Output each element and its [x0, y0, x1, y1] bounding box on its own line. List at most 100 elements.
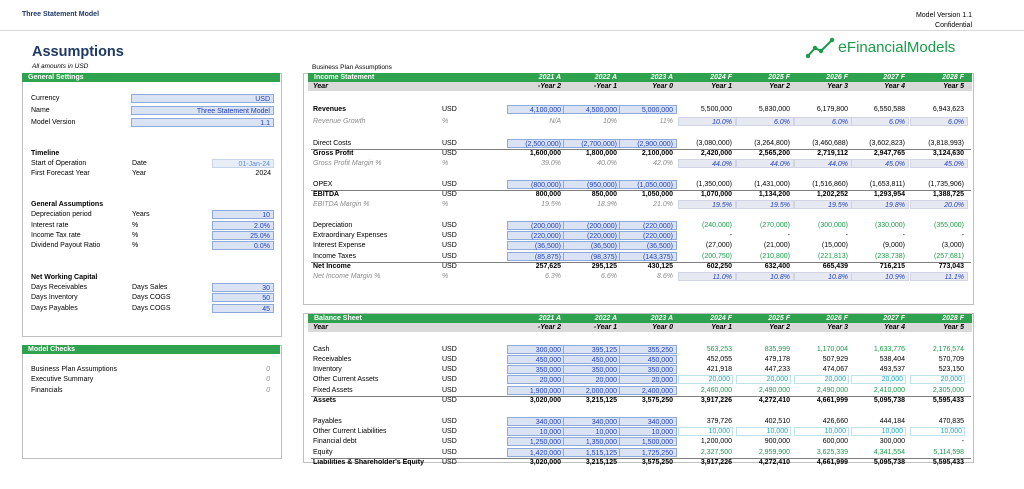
is-forecast-input[interactable]: 44.0% [794, 159, 852, 168]
bs-input-cell[interactable]: 350,000 [563, 365, 621, 374]
bs-input-cell[interactable]: 20,000 [507, 375, 565, 384]
days-payables-input[interactable]: 45 [212, 304, 274, 313]
bs-input-cell[interactable]: 1,420,000 [507, 448, 565, 457]
bs-input-cell[interactable]: 1,250,000 [507, 437, 565, 446]
is-forecast-input[interactable]: 45.0% [910, 159, 968, 168]
year-header: Year 2 [769, 324, 790, 331]
is-forecast-input[interactable]: 11.1% [910, 272, 968, 281]
is-row-unit: USD [442, 232, 457, 239]
is-input-cell[interactable]: (36,500) [507, 241, 565, 250]
is-input-cell[interactable]: (220,000) [563, 231, 621, 240]
is-cell: 5,500,000 [700, 106, 732, 113]
is-forecast-input[interactable]: 10.8% [736, 272, 794, 281]
bs-input-cell[interactable]: 340,000 [619, 417, 677, 426]
bs-input-cell[interactable]: 1,900,000 [507, 386, 565, 395]
bs-input-cell[interactable]: 450,000 [619, 355, 677, 364]
is-forecast-input[interactable]: 6.0% [910, 117, 968, 126]
bs-input-cell[interactable]: 355,250 [619, 345, 677, 354]
is-forecast-input[interactable]: 10.9% [851, 272, 909, 281]
bs-input-cell[interactable]: 350,000 [507, 365, 565, 374]
bs-input-cell[interactable]: 300,000 [507, 345, 565, 354]
bs-row-label: Financial debt [313, 438, 357, 445]
version-input[interactable]: 1.1 [131, 118, 274, 127]
bs-input-cell[interactable]: 340,000 [563, 417, 621, 426]
total-line [311, 262, 971, 263]
name-input[interactable]: Three Statement Model [131, 106, 274, 115]
depreciation-period-input[interactable]: 10 [212, 210, 274, 219]
bs-row-label: Other Current Liabilities [313, 428, 387, 435]
is-forecast-input[interactable]: 19.5% [678, 200, 736, 209]
bs-input-cell[interactable]: 450,000 [563, 355, 621, 364]
is-input-cell[interactable]: (2,700,000) [563, 139, 621, 148]
bs-cell: 479,178 [764, 356, 790, 363]
bs-input-cell[interactable]: 10,000 [563, 427, 621, 436]
is-forecast-input[interactable]: 19.5% [794, 200, 852, 209]
bs-cell: 2,176,574 [932, 346, 964, 353]
bs-cell: 570,709 [938, 356, 964, 363]
is-input-cell[interactable]: (950,000) [563, 180, 621, 189]
is-input-cell[interactable]: (2,900,000) [619, 139, 677, 148]
is-forecast-input[interactable]: 19.5% [736, 200, 794, 209]
bs-input-cell[interactable]: 340,000 [507, 417, 565, 426]
is-forecast-input[interactable]: 6.0% [851, 117, 909, 126]
currency-input[interactable]: USD [131, 94, 274, 103]
is-forecast-input[interactable]: 10.8% [794, 272, 852, 281]
is-cell: (270,000) [760, 222, 790, 229]
bs-input-cell[interactable]: 10,000 [507, 427, 565, 436]
is-input-cell[interactable]: (200,000) [507, 221, 565, 230]
bs-input-cell[interactable]: 1,725,250 [619, 448, 677, 457]
is-forecast-input[interactable]: 6.0% [736, 117, 794, 126]
is-input-cell[interactable]: (220,000) [619, 231, 677, 240]
is-input-cell[interactable]: 4,100,000 [507, 105, 565, 114]
bs-cell: 507,929 [822, 356, 848, 363]
bs-cell: 523,150 [938, 366, 964, 373]
is-forecast-input[interactable]: 44.0% [678, 159, 736, 168]
bs-input-cell[interactable]: 350,000 [619, 365, 677, 374]
bs-input-cell[interactable]: 20,000 [563, 375, 621, 384]
is-forecast-input[interactable]: 20.0% [910, 200, 968, 209]
is-input-cell[interactable]: (36,500) [619, 241, 677, 250]
is-cell: 42.0% [653, 160, 673, 167]
is-input-cell[interactable]: (220,000) [507, 231, 565, 240]
is-forecast-input[interactable]: 6.0% [794, 117, 852, 126]
is-cell: (355,000) [934, 222, 964, 229]
is-input-cell[interactable]: (220,000) [619, 221, 677, 230]
bs-input-cell[interactable]: 1,350,000 [563, 437, 621, 446]
is-cell: 2,100,000 [641, 150, 673, 157]
bs-input-cell[interactable]: 1,500,000 [619, 437, 677, 446]
is-input-cell[interactable]: 4,500,000 [563, 105, 621, 114]
bs-input-cell[interactable]: 2,400,000 [619, 386, 677, 395]
days-receivables-unit: Days Sales [132, 284, 168, 291]
tax-rate-input[interactable]: 25.0% [212, 231, 274, 240]
interest-rate-input[interactable]: 2.0% [212, 221, 274, 230]
is-input-cell[interactable]: (2,500,000) [507, 139, 565, 148]
bs-input-cell[interactable]: 1,515,125 [563, 448, 621, 457]
is-input-cell[interactable]: (800,000) [507, 180, 565, 189]
is-forecast-input[interactable]: 19.8% [851, 200, 909, 209]
name-label: Name [31, 107, 50, 114]
bs-input-cell[interactable]: 10,000 [619, 427, 677, 436]
is-forecast-input[interactable]: 11.0% [678, 272, 736, 281]
is-input-cell[interactable]: 5,000,000 [619, 105, 677, 114]
bs-input-cell[interactable]: 20,000 [619, 375, 677, 384]
is-input-cell[interactable]: (200,000) [563, 221, 621, 230]
bs-input-cell[interactable]: 395,125 [563, 345, 621, 354]
is-input-cell[interactable]: (85,875) [507, 252, 565, 261]
dividend-payout-input[interactable]: 0.0% [212, 241, 274, 250]
is-forecast-input[interactable]: 45.0% [851, 159, 909, 168]
bs-cell: 444,184 [879, 418, 905, 425]
is-forecast-input[interactable]: 10.0% [678, 117, 736, 126]
is-input-cell[interactable]: (98,375) [563, 252, 621, 261]
column-header: 2023 A [650, 73, 673, 81]
bs-input-cell[interactable]: 450,000 [507, 355, 565, 364]
days-inventory-input[interactable]: 50 [212, 293, 274, 302]
year-header: Year 5 [943, 83, 964, 90]
is-input-cell[interactable]: (36,500) [563, 241, 621, 250]
bs-input-cell[interactable]: 2,000,000 [563, 386, 621, 395]
is-row-unit: USD [442, 191, 457, 198]
is-forecast-input[interactable]: 44.0% [736, 159, 794, 168]
start-operation-input[interactable]: 01-Jan-24 [212, 159, 274, 168]
days-receivables-input[interactable]: 30 [212, 283, 274, 292]
is-input-cell[interactable]: (143,375) [619, 252, 677, 261]
is-input-cell[interactable]: (1,050,000) [619, 180, 677, 189]
